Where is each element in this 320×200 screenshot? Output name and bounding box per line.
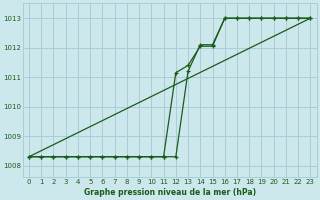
X-axis label: Graphe pression niveau de la mer (hPa): Graphe pression niveau de la mer (hPa) xyxy=(84,188,256,197)
